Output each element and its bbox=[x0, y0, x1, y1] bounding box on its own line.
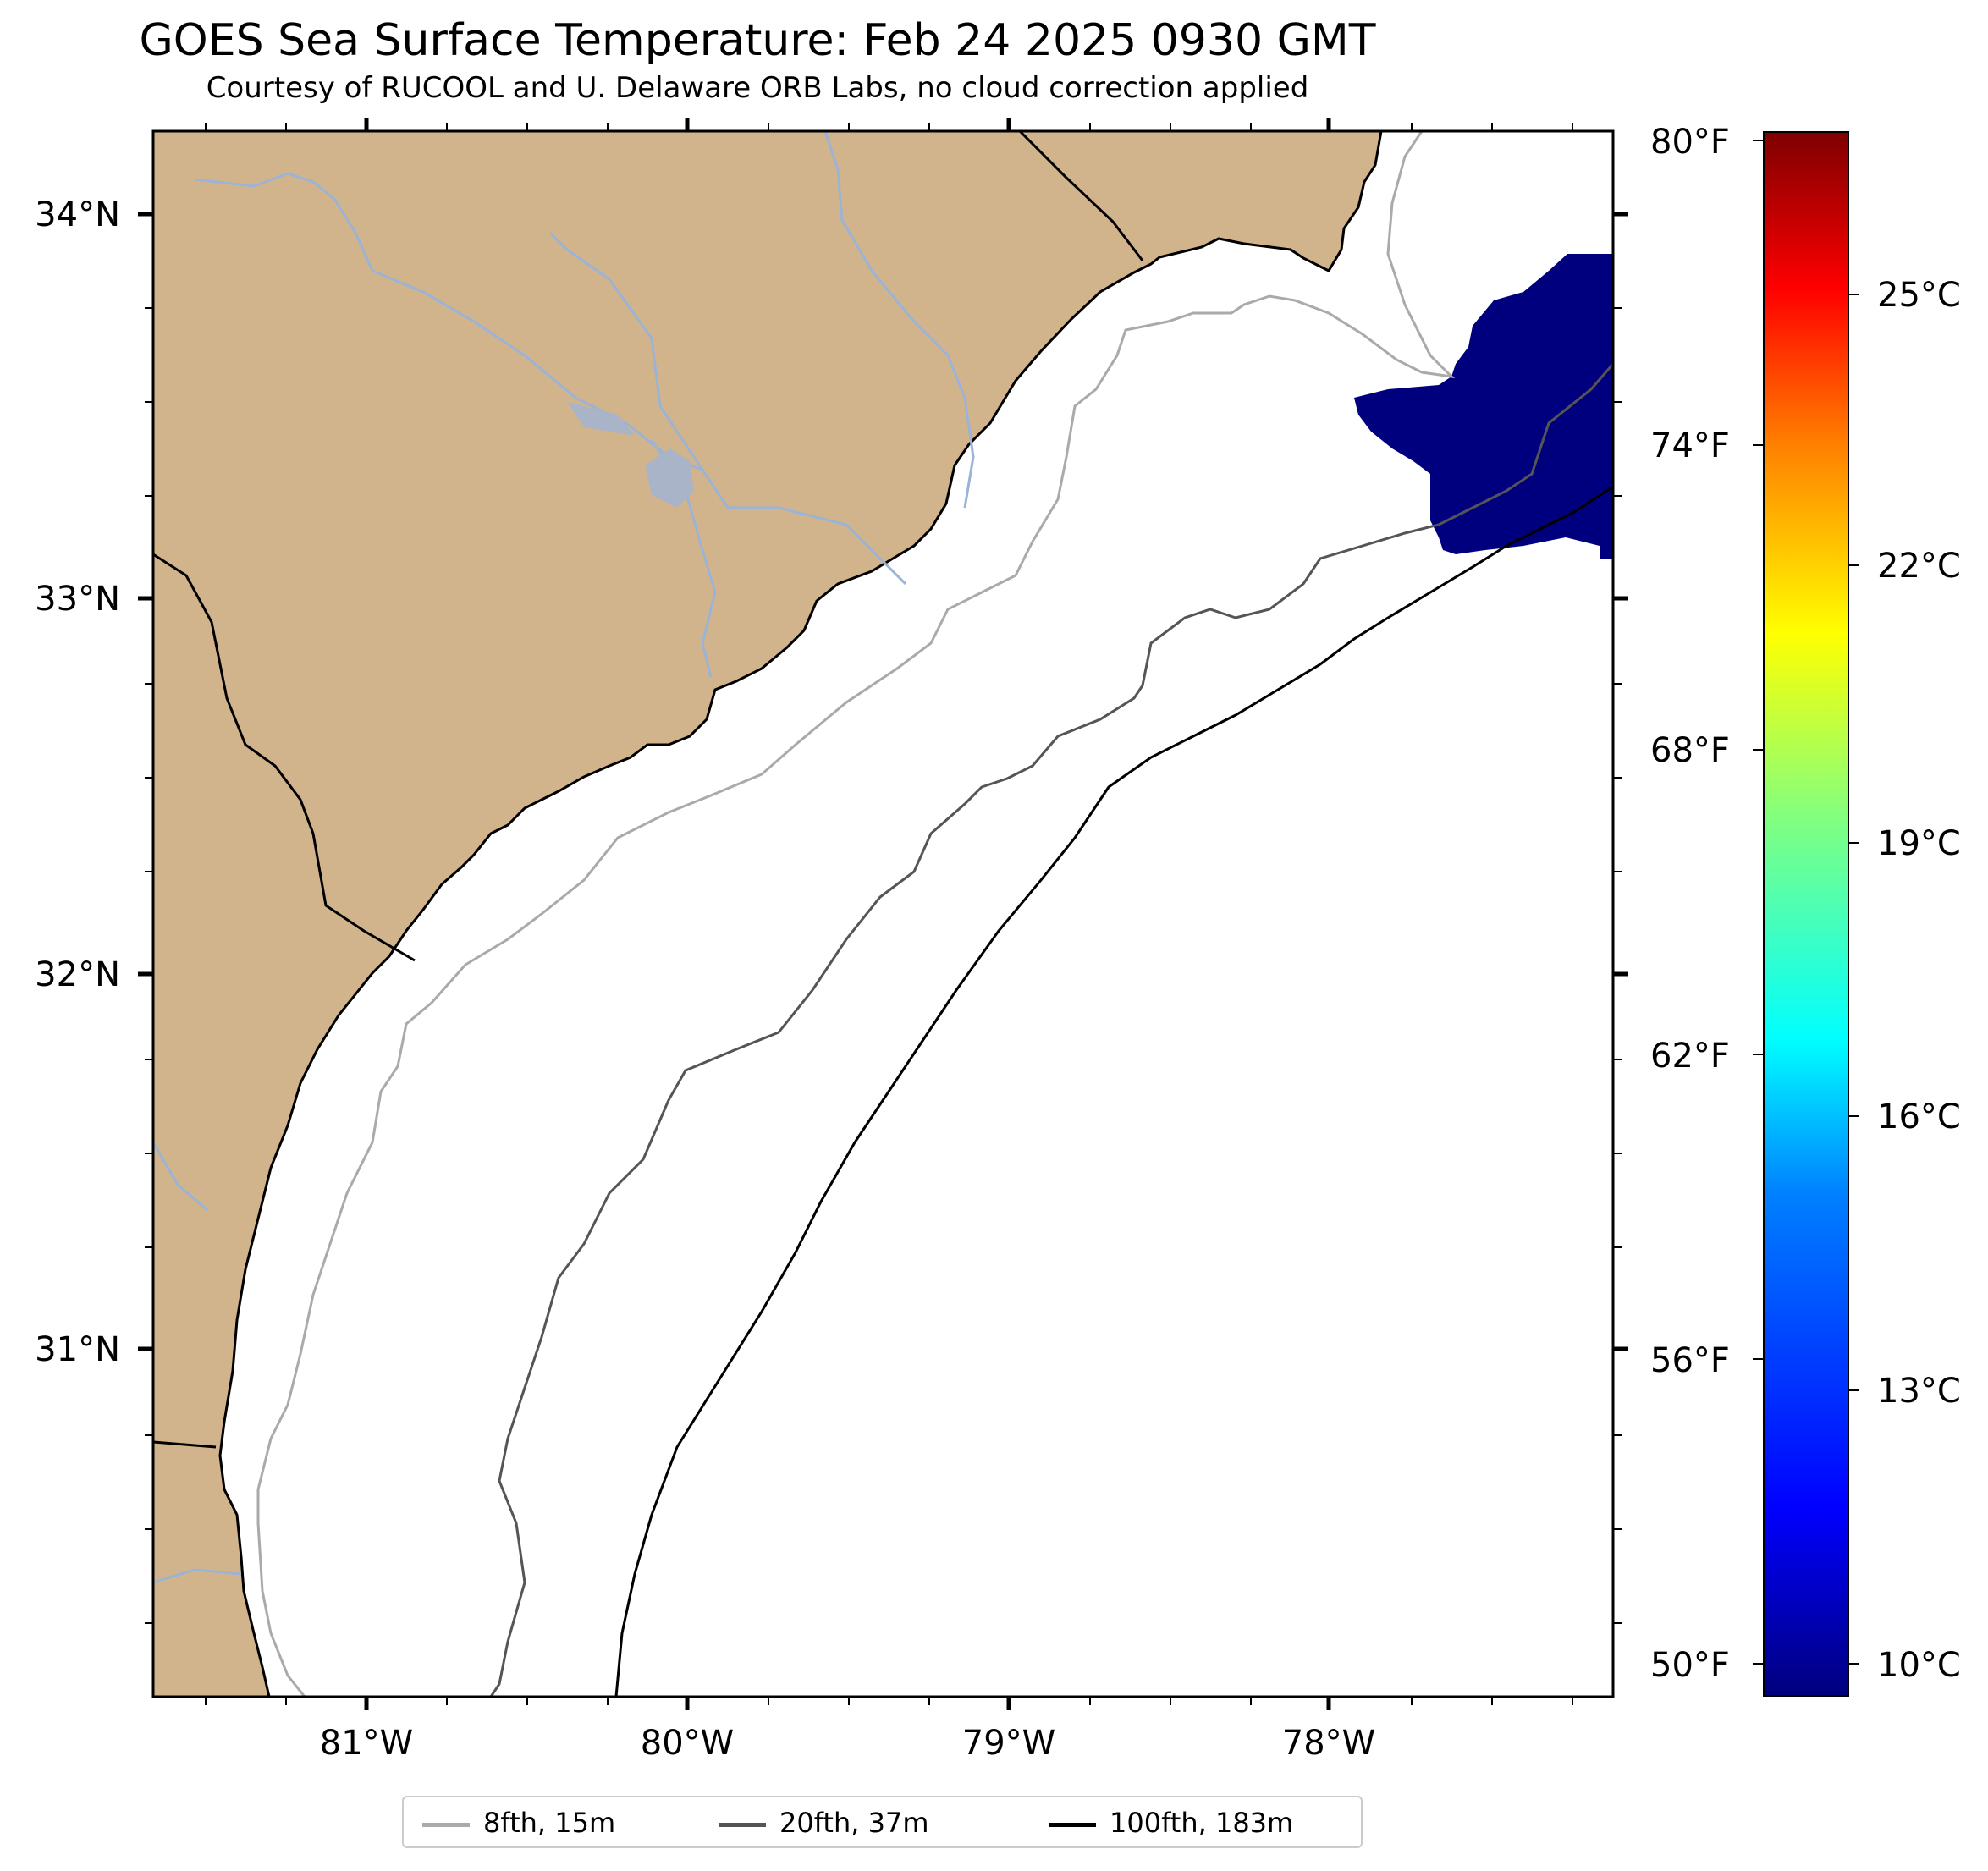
colorbar-label-62f: 62°F bbox=[1650, 1037, 1730, 1076]
colorbar-label-56f: 56°F bbox=[1650, 1341, 1730, 1380]
colorbar-label-16c: 16°C bbox=[1877, 1098, 1961, 1136]
legend-swatch-8fth bbox=[422, 1823, 470, 1827]
lat-label-33n: 33°N bbox=[35, 580, 120, 619]
axis-ticks bbox=[138, 118, 1859, 1710]
colorbar-label-68f: 68°F bbox=[1650, 731, 1730, 770]
colorbar-label-13c: 13°C bbox=[1877, 1372, 1961, 1411]
colorbar-label-10c: 10°C bbox=[1877, 1646, 1961, 1685]
map-frame bbox=[151, 129, 1615, 1698]
lon-label-79w: 79°W bbox=[961, 1724, 1056, 1763]
reservoir bbox=[567, 402, 635, 436]
isobath-100fth bbox=[614, 485, 1613, 1697]
reservoir bbox=[645, 448, 694, 508]
legend-swatch-100fth bbox=[1049, 1823, 1096, 1827]
lat-label-31n: 31°N bbox=[35, 1330, 120, 1369]
lon-label-78w: 78°W bbox=[1281, 1724, 1376, 1763]
isobath-8fth bbox=[256, 131, 1456, 1697]
colorbar-label-19c: 19°C bbox=[1877, 824, 1961, 863]
sst-cold-patch bbox=[1354, 254, 1613, 559]
legend-label-8fth: 8fth, 15m bbox=[483, 1807, 616, 1839]
isobath-20fth bbox=[489, 363, 1613, 1697]
state-border-sc-ga bbox=[153, 553, 416, 962]
lat-label-34n: 34°N bbox=[35, 195, 120, 234]
colorbar-label-25c: 25°C bbox=[1877, 276, 1961, 315]
map-title: GOES Sea Surface Temperature: Feb 24 202… bbox=[139, 15, 1376, 66]
colorbar-label-50f: 50°F bbox=[1650, 1646, 1730, 1685]
colorbar-label-80f: 80°F bbox=[1650, 123, 1730, 162]
colorbar-label-22c: 22°C bbox=[1877, 547, 1961, 586]
lon-label-80w: 80°W bbox=[640, 1724, 735, 1763]
land-area bbox=[153, 131, 1383, 1697]
temperature-colorbar bbox=[1763, 131, 1849, 1697]
legend-label-20fth: 20fth, 37m bbox=[779, 1807, 929, 1839]
lat-label-32n: 32°N bbox=[35, 955, 120, 994]
isobath-legend: 8fth, 15m 20fth, 37m 100fth, 183m bbox=[402, 1796, 1363, 1848]
map-subtitle: Courtesy of RUCOOL and U. Delaware ORB L… bbox=[206, 71, 1309, 105]
state-border-nc-sc bbox=[1018, 131, 1144, 261]
legend-label-100fth: 100fth, 183m bbox=[1110, 1807, 1294, 1839]
state-border-ga-fl bbox=[153, 1440, 217, 1449]
lon-label-81w: 81°W bbox=[319, 1724, 414, 1763]
legend-swatch-20fth bbox=[719, 1823, 766, 1827]
colorbar-label-74f: 74°F bbox=[1650, 426, 1730, 465]
